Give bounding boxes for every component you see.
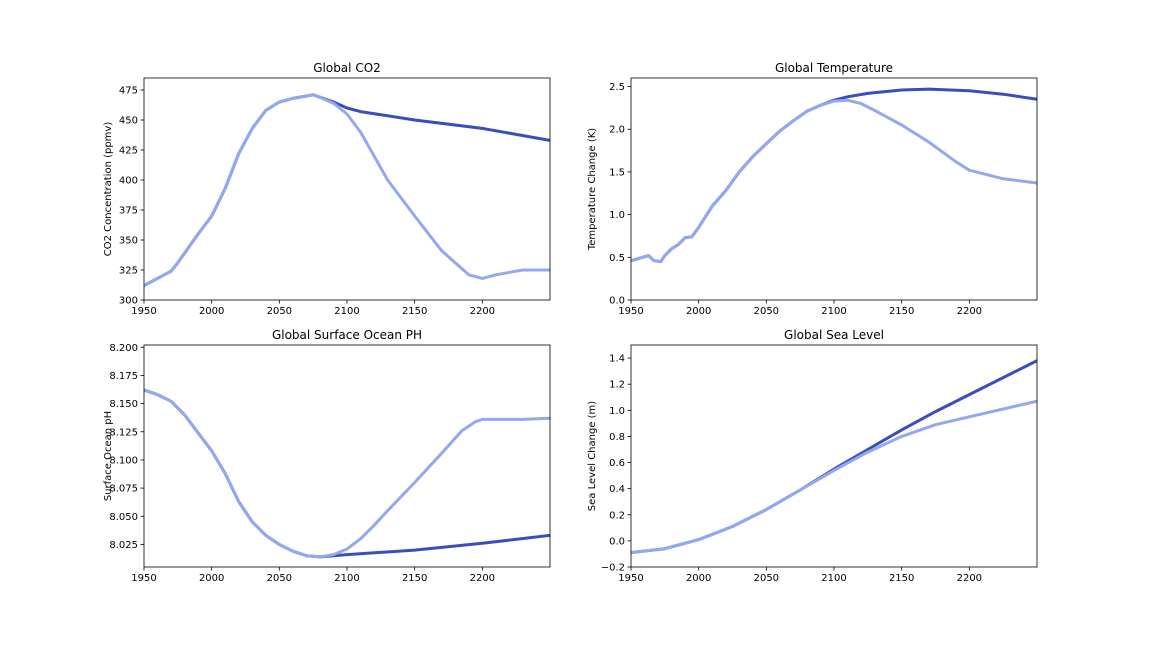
chart-title: Global Surface Ocean PH: [272, 328, 422, 342]
x-tick-label: 2200: [957, 573, 982, 584]
x-tick-label: 2050: [754, 306, 779, 317]
y-tick-label: 1.4: [609, 354, 625, 365]
chart-title: Global CO2: [313, 61, 381, 75]
y-tick-label: 2.5: [609, 82, 625, 93]
x-tick-label: 2200: [957, 306, 982, 317]
x-tick-label: 2000: [199, 573, 224, 584]
y-tick-label: 8.050: [109, 512, 138, 523]
y-tick-label: 1.5: [609, 167, 625, 178]
x-tick-label: 2050: [267, 306, 292, 317]
subplot-1: 1950 2000 2050 2100 2150 2200 300 325 350 375 400 4…: [103, 61, 551, 317]
chart-title: Global Sea Level: [784, 328, 884, 342]
x-tick-label: 2150: [889, 573, 914, 584]
x-tick-label: 2200: [470, 573, 495, 584]
x-tick-label: 2150: [889, 306, 914, 317]
x-tick-label: 2000: [199, 306, 224, 317]
series-line-1: [631, 359, 1037, 555]
y-tick-label: 2.0: [609, 125, 625, 136]
y-tick-label: 8.100: [109, 455, 138, 466]
subplot-3: 1950 2000 2050 2100 2150 2200 8.025 8.050 8.075 8…: [103, 328, 551, 584]
y-tick-label: 8.125: [109, 427, 138, 438]
y-tick-label: 8.175: [109, 371, 138, 382]
x-tick-label: 2000: [686, 306, 711, 317]
y-tick-label: 0.0: [609, 536, 625, 547]
series-line-1: [144, 93, 550, 288]
series-line-2: [144, 93, 550, 288]
x-tick-label: 2150: [402, 306, 427, 317]
x-tick-label: 1950: [618, 306, 643, 317]
y-axis-label: CO2 Concentration (ppmv): [103, 122, 114, 257]
y-tick-label: 0.2: [609, 510, 625, 521]
y-tick-label: 400: [119, 176, 138, 187]
x-tick-label: 1950: [131, 573, 156, 584]
y-tick-label: 0.6: [609, 458, 625, 469]
subplot-2: 1950 2000 2050 2100 2150 2200 0.0 0.5 1.0 1.5 2.0 2…: [587, 61, 1038, 317]
x-tick-label: 2200: [470, 306, 495, 317]
series-line-2: [631, 98, 1037, 264]
y-axis-label: Sea Level Change (m): [587, 401, 598, 511]
y-tick-label: 1.0: [609, 406, 625, 417]
series-line-2: [631, 399, 1037, 555]
subplot-4: 1950 2000 2050 2100 2150 2200 −0.2 0.0 0.2 0.4 0.6…: [587, 328, 1038, 584]
chart-title: Global Temperature: [775, 61, 893, 75]
x-tick-label: 2150: [402, 573, 427, 584]
y-tick-label: 325: [119, 266, 138, 277]
x-tick-label: 2000: [686, 573, 711, 584]
y-axis-label: Surface Ocean pH: [103, 411, 114, 501]
y-tick-label: 450: [119, 116, 138, 127]
y-tick-label: 8.025: [109, 540, 138, 551]
axes-frame: [143, 77, 551, 301]
y-tick-label: 0.5: [609, 253, 625, 264]
x-tick-label: 2100: [334, 306, 359, 317]
y-tick-label: 8.075: [109, 484, 138, 495]
y-tick-label: 300: [119, 296, 138, 307]
series-line-2: [144, 388, 550, 559]
y-tick-label: 0.0: [609, 296, 625, 307]
x-tick-label: 2050: [267, 573, 292, 584]
y-tick-label: 1.0: [609, 210, 625, 221]
x-tick-label: 2100: [821, 306, 846, 317]
y-tick-label: 475: [119, 86, 138, 97]
axes-frame: [143, 344, 551, 568]
x-tick-label: 2100: [334, 573, 359, 584]
y-tick-label: 1.2: [609, 380, 625, 391]
axes-frame: [630, 77, 1038, 301]
x-tick-label: 2100: [821, 573, 846, 584]
y-tick-label: 8.200: [109, 343, 138, 354]
y-tick-label: 8.150: [109, 399, 138, 410]
subplot-grid: 1950 2000 2050 2100 2150 2200 300 325 350 375 400 4…: [103, 61, 1038, 584]
y-tick-label: 350: [119, 236, 138, 247]
y-tick-label: 0.4: [609, 484, 625, 495]
x-tick-label: 1950: [131, 306, 156, 317]
y-tick-label: 0.8: [609, 432, 625, 443]
x-tick-label: 1950: [618, 573, 643, 584]
x-tick-label: 2050: [754, 573, 779, 584]
y-tick-label: 375: [119, 206, 138, 217]
y-tick-label: 425: [119, 146, 138, 157]
y-tick-label: −0.2: [601, 563, 625, 574]
y-axis-label: Temperature Change (K): [587, 128, 598, 251]
series-line-1: [144, 388, 550, 559]
axes-frame: [630, 344, 1038, 568]
